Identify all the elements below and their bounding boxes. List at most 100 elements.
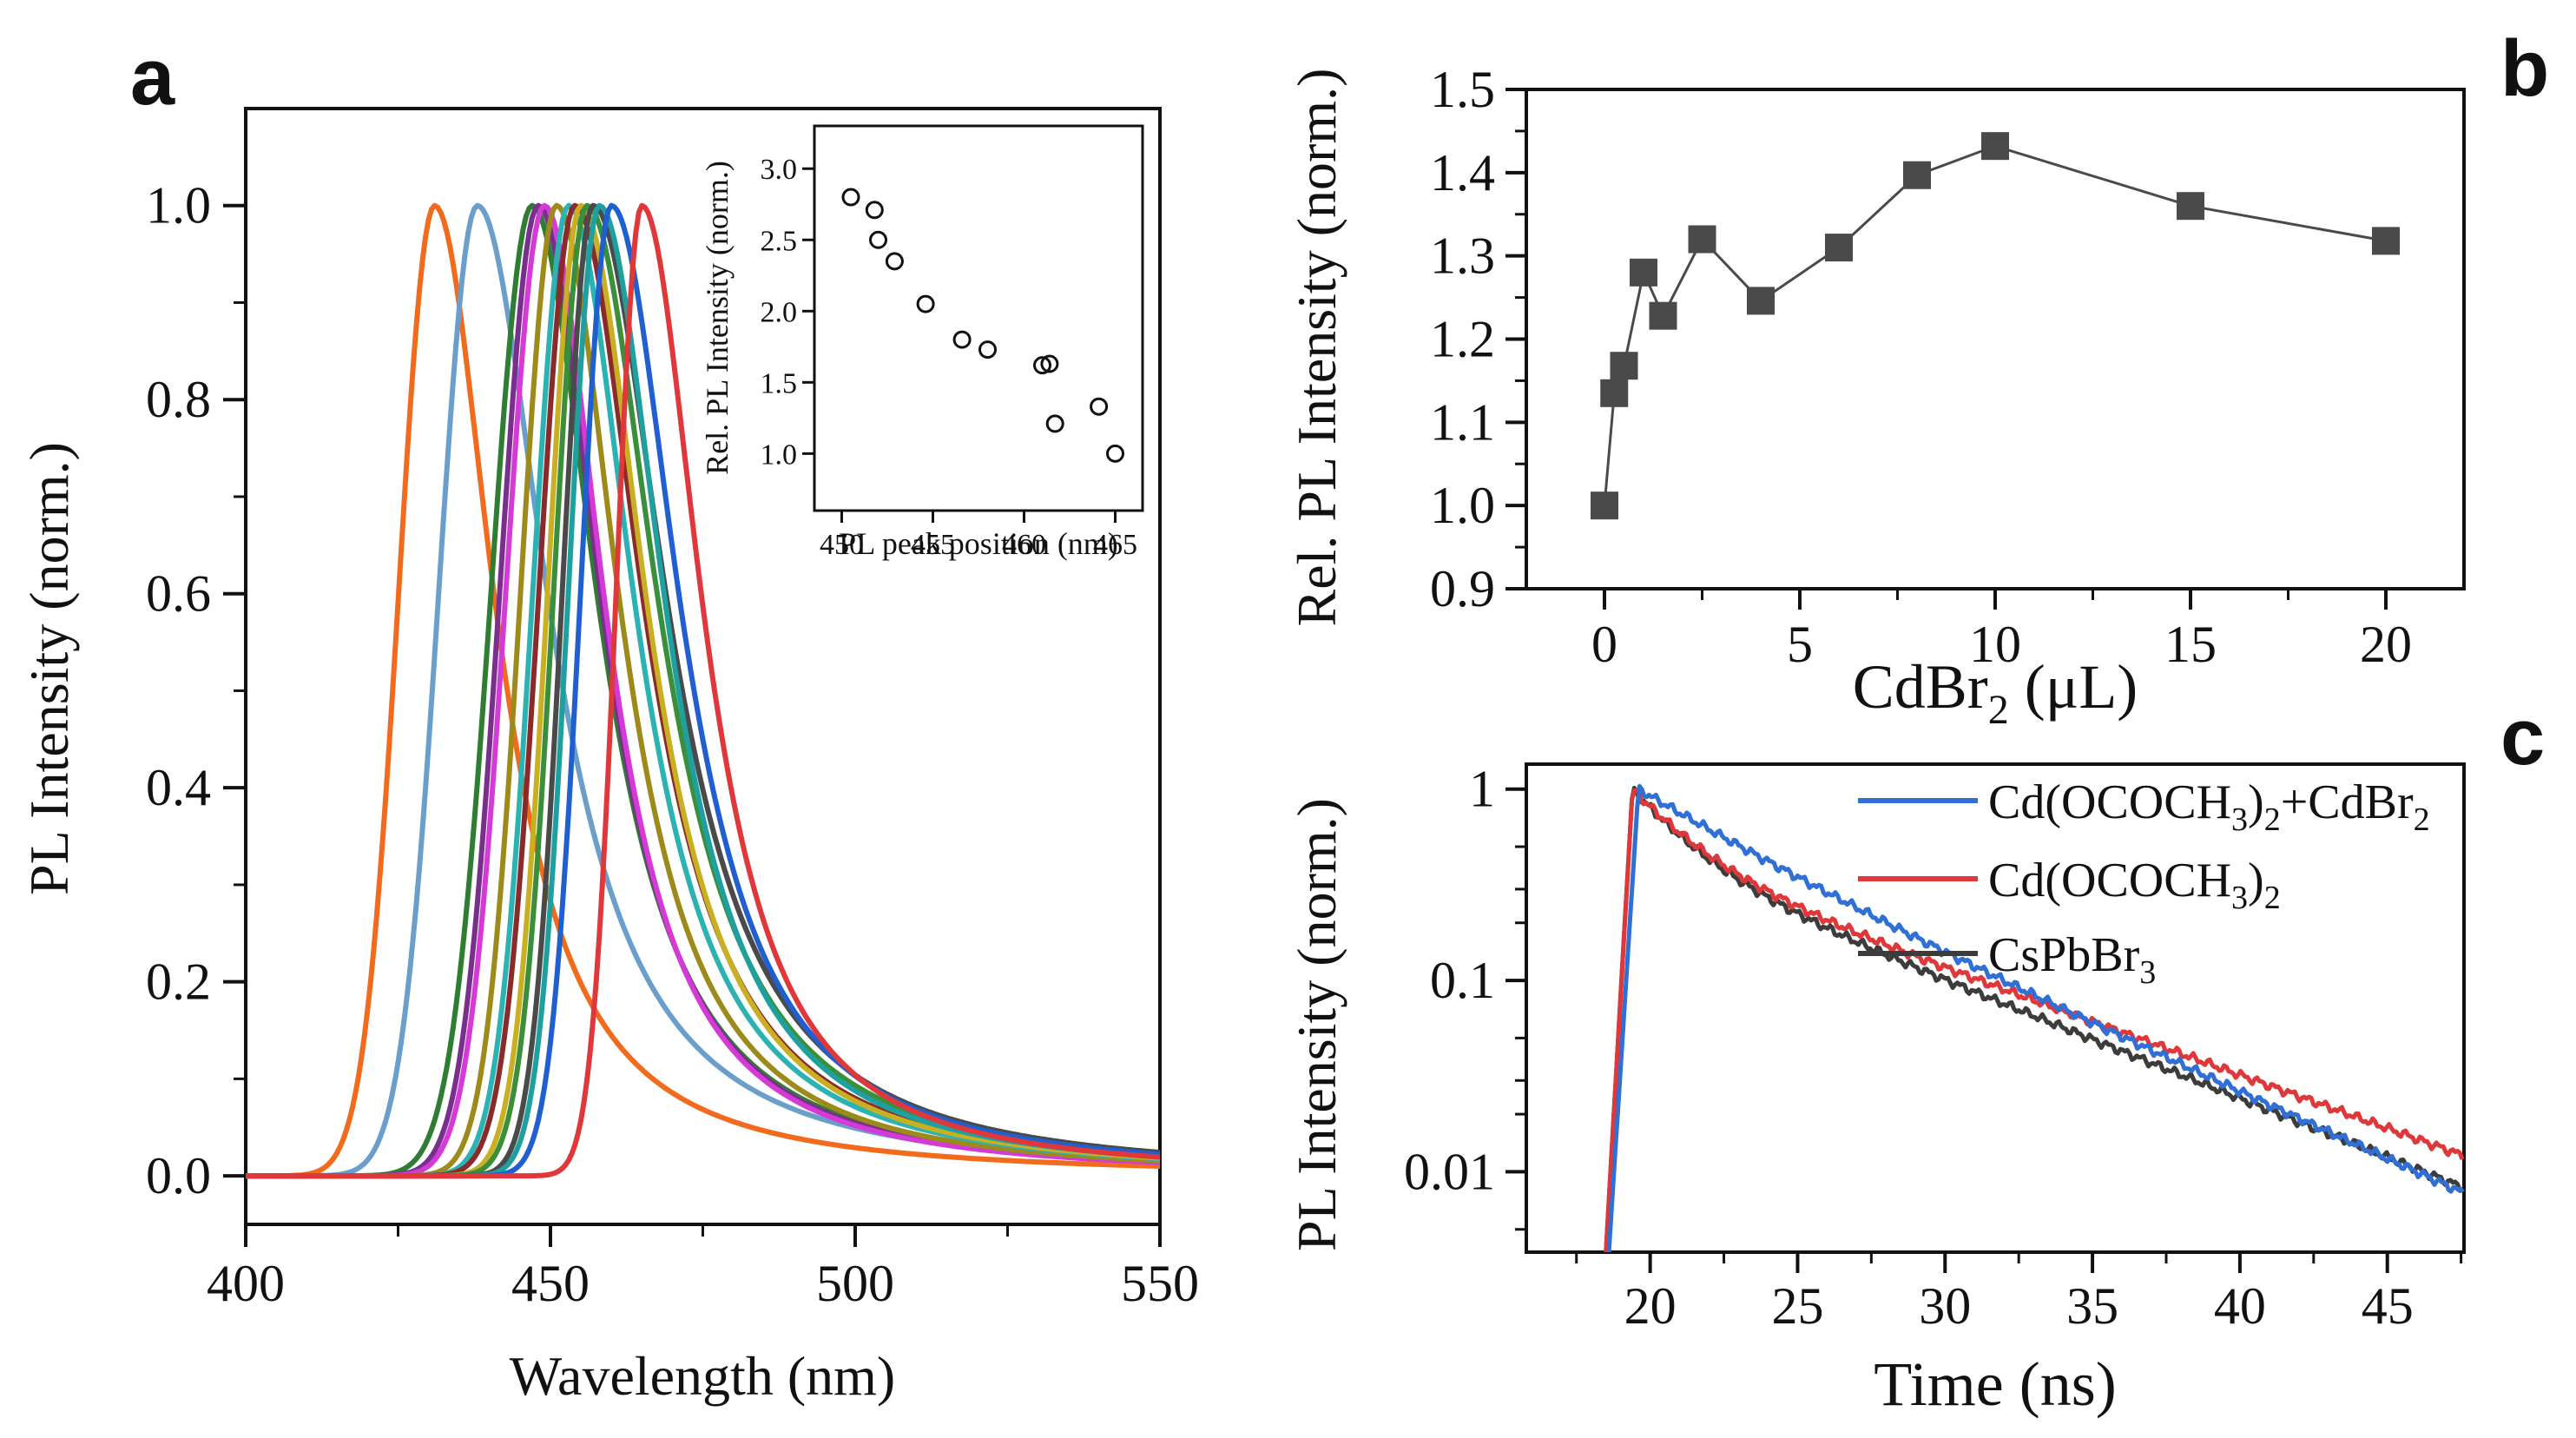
decay-line	[1604, 788, 2465, 1253]
panel-c-decays	[1604, 783, 2465, 1253]
inset-x-tick-label: 450	[820, 529, 864, 561]
y-tick-label: 1	[1469, 761, 1495, 818]
y-tick-label: 1.5	[1430, 61, 1495, 118]
inset-y-axis-label: Rel. PL Intensity (norm.)	[700, 161, 735, 475]
x-tick-label: 550	[1121, 1255, 1199, 1312]
x-tick-label: 30	[1919, 1277, 1971, 1335]
x-tick-label: 15	[2164, 616, 2217, 673]
x-tick-label: 45	[2362, 1277, 2414, 1335]
panel-b-chart: 0 5 10 15 20 0.9 1.0 1.1 1.2 1.3 1.4 1.5 CdBr2 (μL)…	[1286, 61, 2466, 733]
y-tick-label: 0.2	[146, 953, 211, 1011]
panel-a-y-axis-label: PL Intensity (norm.)	[18, 442, 80, 895]
x-tick-label: 10	[1969, 616, 2021, 673]
legend-label-part: CsPbBr	[1988, 928, 2140, 982]
panel-c-plot-frame	[1525, 762, 2466, 1254]
legend-label-part: +CdBr	[2281, 775, 2414, 829]
data-marker	[1630, 258, 1657, 287]
y-tick-label: 1.3	[1430, 228, 1495, 285]
x-tick-label: 40	[2214, 1277, 2266, 1335]
panel-c-x-axis-label: Time (ns)	[1874, 1349, 2116, 1419]
panel-label-b: b	[2500, 24, 2549, 113]
inset-y-tick-label: 1.5	[761, 367, 798, 399]
legend-label-part: 2	[2264, 801, 2281, 838]
panel-label-c: c	[2500, 693, 2545, 782]
data-marker	[1688, 225, 1716, 254]
y-tick-label: 0.8	[146, 371, 211, 428]
x-tick-label: 500	[816, 1255, 894, 1312]
inset-y-tick-label: 1.0	[761, 439, 798, 471]
inset-point	[869, 230, 887, 249]
legend-label-part: )	[2248, 775, 2264, 829]
panel-b-x-label-sub: 2	[1988, 687, 2009, 733]
inset-point	[978, 340, 997, 360]
inset-y-tick-label: 2.0	[761, 296, 798, 328]
inset-points	[841, 188, 1124, 463]
panel-a-spectra	[246, 202, 1161, 1179]
y-tick-label: 1.2	[1430, 311, 1495, 368]
legend-label-part: Cd(OCOCH	[1988, 854, 2231, 907]
panel-b-y-axis-label: Rel. PL Intensity (norm.)	[1286, 69, 1347, 627]
legend-label-part: 2	[2264, 880, 2281, 916]
legend-label-part: )	[2248, 854, 2264, 907]
inset-x-tick-label: 455	[911, 529, 955, 561]
panel-label-a: a	[130, 33, 175, 122]
legend-label: CsPbBr3	[1988, 928, 2156, 991]
x-tick-label: 450	[511, 1255, 590, 1312]
inset-point	[1033, 356, 1051, 375]
data-marker	[1591, 491, 1618, 520]
y-tick-label: 0.1	[1430, 952, 1495, 1009]
panel-c-axes: 20 25 30 35 40 45 0.01 0.1 1	[1404, 761, 2463, 1335]
panel-a-axes: 400 450 500 550 0.0 0.2 0.4 0.6 0.8 1.0	[146, 177, 1199, 1312]
inset-point	[1090, 397, 1109, 416]
y-tick-label: 1.0	[146, 177, 211, 234]
x-tick-label: 400	[207, 1255, 285, 1312]
inset-point	[1045, 414, 1064, 433]
legend-label-part: 3	[2231, 880, 2248, 916]
inset-point	[841, 188, 860, 207]
y-tick-label: 0.01	[1404, 1143, 1495, 1200]
data-marker	[1825, 234, 1853, 262]
legend-label-part: Cd(OCOCH	[1988, 775, 2231, 829]
inset-point	[952, 330, 972, 349]
spectrum-line	[246, 202, 1161, 1179]
y-tick-label: 0.9	[1430, 560, 1495, 617]
legend-label-part: 2	[2414, 801, 2430, 838]
data-marker	[1600, 379, 1629, 407]
data-marker	[1610, 352, 1638, 380]
panel-c-y-axis-label: PL Intensity (norm.)	[1286, 798, 1347, 1251]
x-tick-label: 20	[2360, 616, 2412, 673]
legend-label: Cd(OCOCH3)2+CdBr2	[1988, 775, 2430, 838]
y-tick-label: 1.0	[1430, 477, 1495, 534]
inset-point	[1040, 354, 1059, 373]
y-tick-label: 0.0	[146, 1147, 211, 1204]
panel-c-chart: 20 25 30 35 40 450.010.11 Cd(OCOCH3)2+CdBr2Cd…	[1286, 761, 2466, 1419]
x-tick-label: 0	[1591, 616, 1617, 673]
y-tick-label: 1.4	[1430, 144, 1495, 201]
legend-label: Cd(OCOCH3)2	[1988, 854, 2281, 916]
data-marker	[2372, 227, 2400, 255]
inset-y-tick-label: 2.5	[761, 225, 798, 257]
data-marker	[1903, 161, 1931, 189]
inset-y-tick-label: 3.0	[761, 154, 798, 186]
inset-point	[916, 294, 935, 313]
y-tick-label: 0.6	[146, 565, 211, 623]
y-tick-label: 1.1	[1430, 393, 1495, 451]
data-line	[1603, 144, 2387, 506]
inset-point	[1106, 444, 1124, 463]
panel-b-x-label-main: CdBr	[1853, 652, 1988, 722]
inset-x-axis-label: PL peak position (nm)	[839, 526, 1118, 561]
data-marker	[1747, 287, 1775, 315]
data-marker	[1649, 301, 1677, 330]
x-tick-label: 5	[1787, 616, 1813, 673]
inset-plot-frame	[813, 124, 1144, 512]
y-tick-label: 0.4	[146, 759, 211, 816]
panel-b-plot-frame	[1525, 88, 2466, 590]
decay-line	[1606, 783, 2465, 1253]
inset-point	[865, 201, 884, 220]
panel-b-axes: 0 5 10 15 20 0.9 1.0 1.1 1.2 1.3 1.4 1.5	[1430, 61, 2412, 673]
x-tick-label: 35	[2066, 1277, 2118, 1335]
inset-point	[885, 252, 904, 271]
inset-axes: 450 455 460 465 1.0 1.5 2.0 2.5 3.0	[761, 154, 1138, 561]
